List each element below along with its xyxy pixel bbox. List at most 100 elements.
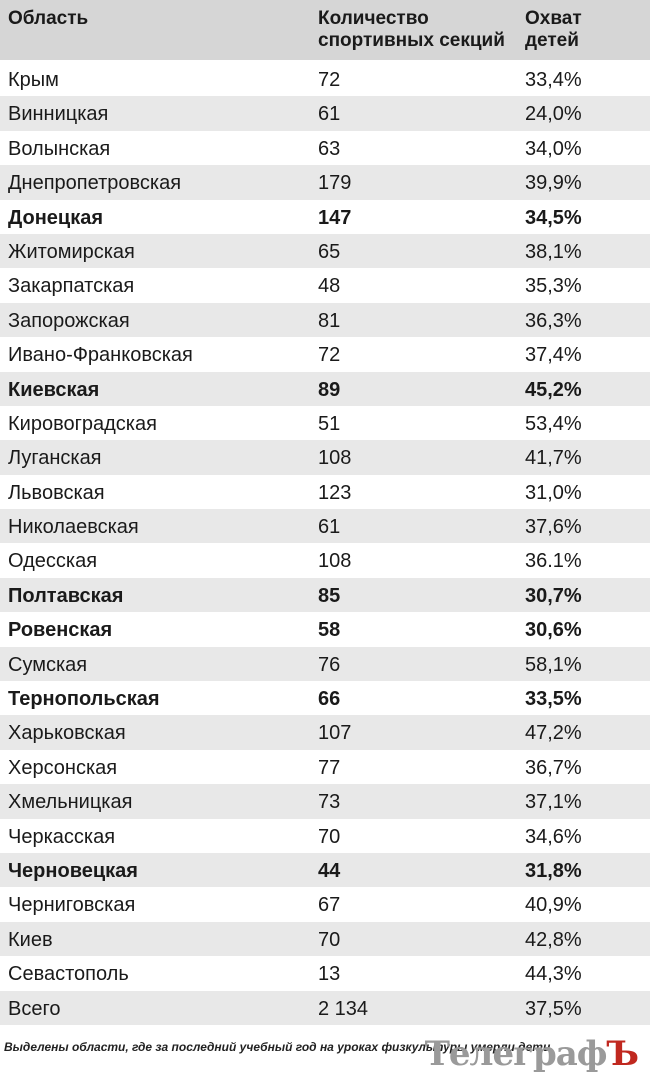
coverage-cell: 47,2% xyxy=(525,722,582,745)
sections-cell: 72 xyxy=(318,69,341,91)
table-row: Житомирская 65 38,1% xyxy=(0,233,650,269)
region-cell: Киев xyxy=(8,928,53,951)
table-row: Севастополь 13 44,3% xyxy=(0,956,650,990)
table-row: Одесская 108 36.1% xyxy=(0,543,650,577)
region-cell: Винницкая xyxy=(8,103,109,126)
region-cell: Сумская xyxy=(8,653,88,676)
table-row: Хмельницкая 73 37,1% xyxy=(0,784,650,819)
table-row: Волынская 63 34,0% xyxy=(0,131,650,165)
header-coverage-line2: детей xyxy=(525,30,579,51)
sections-cell: 65 xyxy=(318,240,341,263)
table-row: Кировоградская 51 53,4% xyxy=(0,406,650,440)
coverage-cell: 37,1% xyxy=(525,791,582,814)
region-cell: Одесская xyxy=(8,550,98,573)
coverage-cell: 34,0% xyxy=(525,137,582,160)
sections-cell: 85 xyxy=(318,584,341,607)
table-row: Всего 2 134 37,5% xyxy=(0,990,650,1025)
header-region-label: Область xyxy=(8,8,89,29)
region-cell: Всего xyxy=(8,997,61,1020)
region-cell: Житомирская xyxy=(8,240,135,263)
header-sections: Количество спортивных секций xyxy=(318,8,505,52)
region-cell: Тернопольская xyxy=(8,688,160,711)
coverage-cell: 37,6% xyxy=(525,516,582,539)
header-sections-line1: Количество xyxy=(318,8,429,29)
sections-cell: 61 xyxy=(318,103,341,126)
table-row: Запорожская 81 36,3% xyxy=(0,302,650,338)
sections-cell: 123 xyxy=(318,481,352,504)
publication-logo: ТелеграфЪ xyxy=(425,1034,639,1074)
sections-cell: 179 xyxy=(318,172,352,195)
region-cell: Донецкая xyxy=(8,206,104,229)
coverage-cell: 31,0% xyxy=(525,481,582,504)
coverage-cell: 36,3% xyxy=(525,309,582,332)
coverage-cell: 40,9% xyxy=(525,894,582,917)
sections-cell: 67 xyxy=(318,894,341,917)
coverage-cell: 42,8% xyxy=(525,928,582,951)
region-cell: Крым xyxy=(8,69,59,91)
table-row: Львовская 123 31,0% xyxy=(0,475,650,509)
coverage-cell: 30,7% xyxy=(525,584,582,607)
table-row: Ивано-Франковская 72 37,4% xyxy=(0,337,650,371)
coverage-cell: 36,7% xyxy=(525,756,582,779)
sections-cell: 66 xyxy=(318,688,341,711)
sections-cell: 13 xyxy=(318,963,341,986)
coverage-cell: 33,4% xyxy=(525,69,582,91)
sections-cell: 147 xyxy=(318,206,352,229)
coverage-cell: 30,6% xyxy=(525,619,582,642)
sections-cell: 73 xyxy=(318,791,341,814)
region-cell: Львовская xyxy=(8,481,105,504)
table-row: Днепропетровская 179 39,9% xyxy=(0,165,650,200)
sections-cell: 76 xyxy=(318,653,341,676)
sections-cell: 44 xyxy=(318,859,341,882)
table-row: Тернопольская 66 33,5% xyxy=(0,681,650,715)
sections-cell: 61 xyxy=(318,516,341,539)
region-cell: Ивано-Франковская xyxy=(8,344,193,367)
table-row: Херсонская 77 36,7% xyxy=(0,750,650,784)
region-cell: Запорожская xyxy=(8,309,130,332)
region-cell: Николаевская xyxy=(8,516,139,539)
sections-cell: 48 xyxy=(318,275,341,298)
coverage-cell: 41,7% xyxy=(525,447,582,470)
region-cell: Киевская xyxy=(8,378,100,401)
header-sections-line2: спортивных секций xyxy=(318,30,505,51)
sections-cell: 108 xyxy=(318,447,352,470)
table-row: Луганская 108 41,7% xyxy=(0,440,650,475)
coverage-cell: 37,4% xyxy=(525,344,582,367)
coverage-cell: 35,3% xyxy=(525,275,582,298)
coverage-cell: 36.1% xyxy=(525,550,582,573)
region-cell: Черновецкая xyxy=(8,859,138,882)
footer-note: Выделены области, где за последний учебн… xyxy=(4,1040,551,1054)
coverage-cell: 45,2% xyxy=(525,378,582,401)
region-cell: Черкасская xyxy=(8,825,116,848)
sections-cell: 72 xyxy=(318,344,341,367)
table-body: Крым 72 33,4% Винницкая 61 24,0% Волынская 63 34… xyxy=(0,62,650,1025)
table-row: Черкасская 70 34,6% xyxy=(0,819,650,853)
table-row: Закарпатская 48 35,3% xyxy=(0,268,650,302)
coverage-cell: 37,5% xyxy=(525,997,582,1020)
coverage-cell: 31,8% xyxy=(525,859,582,882)
sections-cell: 70 xyxy=(318,928,341,951)
region-cell: Полтавская xyxy=(8,584,124,607)
header-coverage: Охват детей xyxy=(525,8,582,52)
sections-cell: 108 xyxy=(318,550,352,573)
region-cell: Луганская xyxy=(8,447,102,470)
region-cell: Харьковская xyxy=(8,722,126,745)
region-cell: Кировоградская xyxy=(8,412,157,435)
sections-cell: 81 xyxy=(318,309,341,332)
table-row: Крым 72 33,4% xyxy=(0,62,650,96)
sections-cell: 2 134 xyxy=(318,997,369,1020)
table-row: Харьковская 107 47,2% xyxy=(0,715,650,750)
region-cell: Ровенская xyxy=(8,619,113,642)
header-region: Область xyxy=(8,8,88,30)
coverage-cell: 34,5% xyxy=(525,206,582,229)
table-row: Черниговская 67 40,9% xyxy=(0,887,650,921)
table-row: Николаевская 61 37,6% xyxy=(0,509,650,544)
table-row: Донецкая 147 34,5% xyxy=(0,200,650,234)
region-cell: Днепропетровская xyxy=(8,172,182,195)
sections-cell: 63 xyxy=(318,137,341,160)
table-row: Винницкая 61 24,0% xyxy=(0,96,650,131)
region-cell: Севастополь xyxy=(8,963,129,986)
table-row: Сумская 76 58,1% xyxy=(0,646,650,682)
table-row: Киевская 89 45,2% xyxy=(0,371,650,406)
coverage-cell: 44,3% xyxy=(525,963,582,986)
